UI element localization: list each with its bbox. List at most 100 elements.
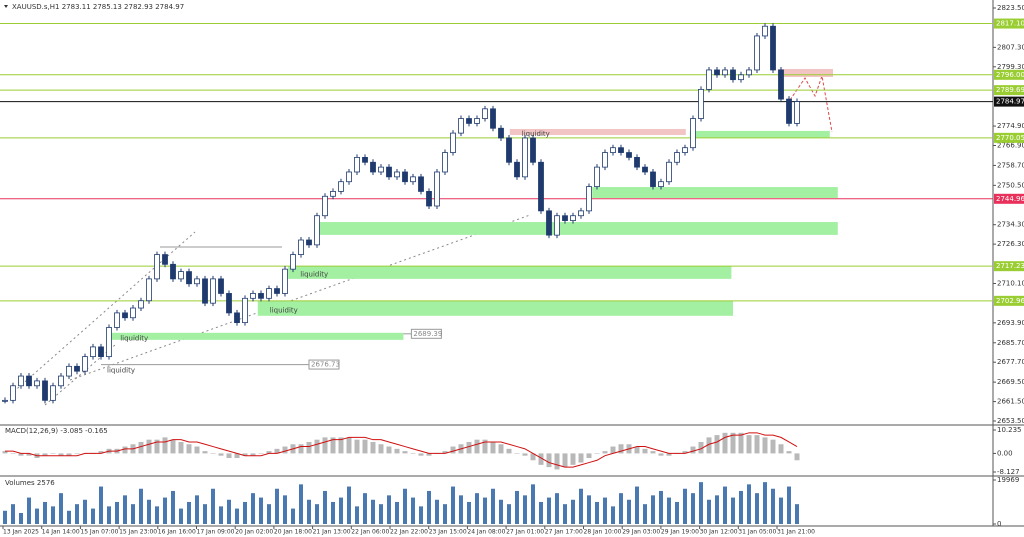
y-tick-label: 2799.30 xyxy=(997,63,1024,71)
x-tick-label: 24 Jan 08:00 xyxy=(467,529,505,536)
volume-bar xyxy=(51,506,55,524)
y-tick-label: 2774.90 xyxy=(997,122,1024,130)
volume-bar xyxy=(283,495,287,524)
macd-bar xyxy=(474,439,480,454)
volume-bar xyxy=(491,488,495,524)
macd-bar xyxy=(650,451,656,454)
candle-body xyxy=(74,365,80,372)
x-tick-label: 22 Jan 22:00 xyxy=(390,529,428,536)
macd-bar xyxy=(186,444,192,454)
macd-bar xyxy=(202,451,208,454)
volume-bar xyxy=(3,510,7,524)
menu-arrow[interactable] xyxy=(4,5,8,8)
volume-bar xyxy=(419,506,423,524)
macd-bar xyxy=(706,437,712,454)
macd-bar xyxy=(10,453,16,454)
y-tick-label: 2685.70 xyxy=(997,339,1024,347)
volume-bar xyxy=(19,512,23,524)
volume-bar xyxy=(707,499,711,524)
candle-body xyxy=(650,171,656,187)
volume-bar xyxy=(379,504,383,524)
volume-bar xyxy=(227,499,231,524)
candle-body xyxy=(466,118,472,124)
volume-bar xyxy=(523,495,527,524)
macd-bar xyxy=(418,453,424,456)
volume-bar xyxy=(299,484,303,524)
candle-body xyxy=(10,385,16,401)
candle-body xyxy=(698,88,704,119)
zone xyxy=(777,68,833,77)
volume-bar xyxy=(459,495,463,524)
macd-bar xyxy=(122,446,128,454)
candle-body xyxy=(386,166,392,178)
macd-bar xyxy=(522,453,528,456)
candle-body xyxy=(98,346,104,358)
volume-bar xyxy=(211,488,215,524)
macd-bar xyxy=(426,453,432,456)
volume-bar xyxy=(403,488,407,524)
candle-body xyxy=(154,254,160,280)
macd-bar xyxy=(690,446,696,454)
volume-bar xyxy=(75,504,79,524)
volume-tick-label: 19969 xyxy=(997,476,1019,484)
macd-bar xyxy=(698,441,704,454)
y-tick-label: 2726.30 xyxy=(997,240,1024,248)
volume-bar xyxy=(499,499,503,524)
macd-bar xyxy=(194,446,200,454)
x-tick-label: 23 Jan 15:00 xyxy=(429,529,467,536)
candle-body xyxy=(570,215,576,221)
x-tick-label: 20 Jan 02:00 xyxy=(235,529,273,536)
volume-bar xyxy=(531,484,535,524)
candle-body xyxy=(290,254,296,270)
macd-bar xyxy=(274,448,280,454)
level-label: 2770.05 xyxy=(996,134,1024,142)
volume-bar xyxy=(355,506,359,524)
macd-bar xyxy=(666,453,672,456)
candle-body xyxy=(330,191,336,197)
volume-bar xyxy=(187,501,191,524)
level-box xyxy=(994,295,1024,306)
y-tick-label: 2823.50 xyxy=(997,4,1024,12)
volume-bar xyxy=(619,493,623,524)
y-tick-label: 2766.90 xyxy=(997,142,1024,150)
macd-bar xyxy=(338,437,344,454)
macd-bar xyxy=(618,444,624,454)
zone-label: liquidity xyxy=(120,334,148,342)
level-box xyxy=(994,132,1024,143)
x-tick-label: 30 Jan 12:00 xyxy=(700,529,738,536)
candle-body xyxy=(562,215,568,221)
macd-bar xyxy=(754,435,760,454)
candle-body xyxy=(298,239,304,255)
macd-bar xyxy=(322,437,328,454)
macd-bar xyxy=(362,439,368,454)
candle-body xyxy=(586,186,592,212)
volume-bar xyxy=(43,501,47,524)
level-label: 2744.96 xyxy=(996,195,1024,203)
volume-bar xyxy=(539,501,543,524)
volume-bar xyxy=(555,493,559,524)
candle-body xyxy=(362,157,368,163)
volume-bar xyxy=(715,495,719,524)
candle-body xyxy=(642,166,648,173)
candle-body xyxy=(618,147,624,153)
zone xyxy=(288,266,732,279)
candle-body xyxy=(482,108,488,119)
candle-body xyxy=(122,312,128,319)
trend-line xyxy=(69,214,531,381)
x-tick-label: 27 Jan 01:00 xyxy=(506,529,544,536)
volume-bar xyxy=(779,497,783,524)
tag-box xyxy=(410,328,442,339)
volume-bar xyxy=(99,486,103,524)
volume-bar xyxy=(155,506,159,524)
volume-bar xyxy=(451,486,455,524)
volume-bar xyxy=(195,495,199,524)
macd-bar xyxy=(266,451,272,454)
macd-bar xyxy=(602,451,608,454)
macd-bar xyxy=(658,453,664,456)
macd-bar xyxy=(586,453,592,458)
candle-body xyxy=(498,127,504,139)
zone-label: liquidity xyxy=(522,130,550,138)
candle-body xyxy=(410,176,416,183)
macd-bar xyxy=(514,453,520,454)
candle-body xyxy=(274,288,280,294)
